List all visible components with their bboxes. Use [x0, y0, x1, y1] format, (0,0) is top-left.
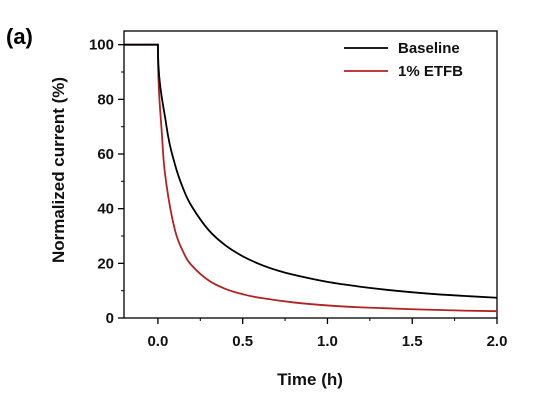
panel-label: (a)	[6, 24, 33, 49]
x-axis-title: Time (h)	[277, 370, 343, 389]
legend-label: 1% ETFB	[398, 63, 463, 80]
y-tick-label: 20	[97, 255, 114, 272]
plot-frame	[123, 30, 498, 319]
x-tick-label: 0.5	[232, 333, 253, 350]
y-tick-label: 60	[97, 146, 114, 163]
y-tick-label: 80	[97, 91, 114, 108]
y-tick-label: 40	[97, 201, 114, 218]
y-tick-label: 100	[89, 37, 114, 54]
y-axis-title: Normalized current (%)	[49, 77, 68, 263]
series-line	[124, 43, 498, 313]
series-line	[124, 43, 498, 299]
plot-area: 0 20 40 60 80 100 0.0 0.5 1.0 1.5 2.0 Baseline 1% ET…	[89, 30, 508, 350]
x-tick-label: 1.0	[317, 333, 338, 350]
y-tick-label: 0	[106, 310, 114, 327]
x-tick-label: 0.0	[147, 333, 168, 350]
x-tick-label: 2.0	[487, 333, 508, 350]
x-tick-label: 1.5	[402, 333, 423, 350]
legend-label: Baseline	[398, 40, 460, 57]
